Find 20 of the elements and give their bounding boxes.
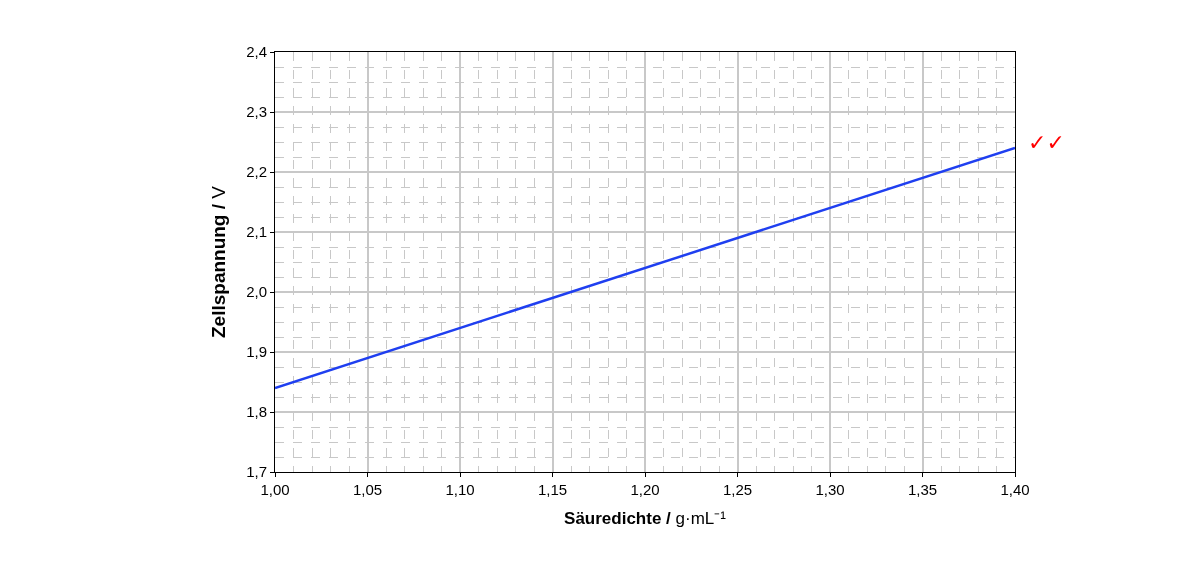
y-tick-label: 1,8 <box>246 403 267 421</box>
x-tick-label: 1,40 <box>1000 481 1030 498</box>
text: ✓✓ <box>1028 130 1065 155</box>
x-tick-label: 1,00 <box>260 481 290 498</box>
y-tick-label: 2,0 <box>246 283 267 301</box>
y-tick-label: 1,9 <box>246 343 267 361</box>
x-tick-label: 1,25 <box>722 481 753 498</box>
x-axis-title: Säuredichte / g·mL⁻¹ <box>564 509 727 529</box>
y-tick-label: 2,4 <box>246 43 267 61</box>
x-tick-label: 1,05 <box>352 481 383 498</box>
x-tick-label: 1,30 <box>815 481 845 498</box>
y-tick-label: 2,1 <box>246 223 267 241</box>
y-tick-label: 2,2 <box>246 163 267 181</box>
y-tick-label: 2,3 <box>246 103 267 121</box>
y-tick-label: 1,7 <box>246 463 267 481</box>
y-axis-title: Zellspannung / V <box>207 185 229 339</box>
x-tick-label: 1,15 <box>537 481 568 498</box>
x-tick-label: 1,10 <box>445 481 475 498</box>
x-tick-label: 1,20 <box>630 481 660 498</box>
x-tick-label: 1,35 <box>907 481 938 498</box>
